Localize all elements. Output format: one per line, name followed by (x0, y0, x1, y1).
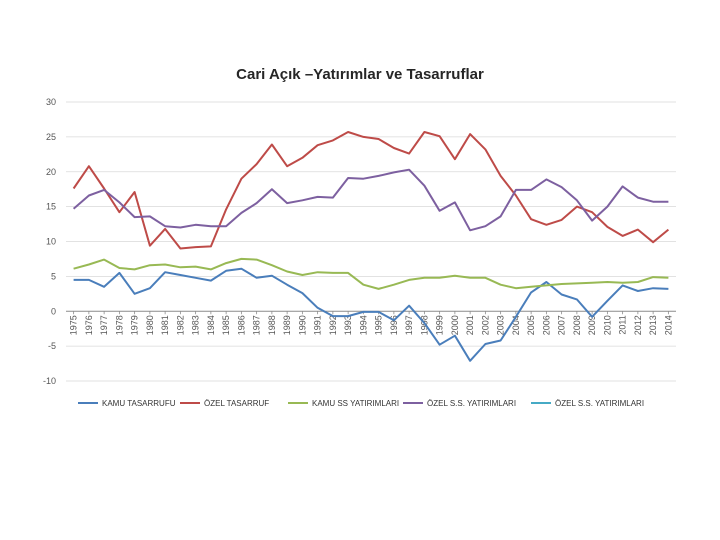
x-tick-label: 2001 (465, 315, 475, 335)
x-tick-label: 1990 (297, 315, 307, 335)
x-tick-label: 1993 (343, 315, 353, 335)
y-tick-label: 20 (46, 167, 56, 177)
x-tick-label: 2009 (587, 315, 597, 335)
y-tick-label: 5 (51, 271, 56, 281)
x-tick-label: 1983 (191, 315, 201, 335)
x-tick-label: 1999 (435, 315, 445, 335)
y-tick-label: 25 (46, 132, 56, 142)
chart-title: Cari Açık –Yatırımlar ve Tasarruflar (236, 66, 484, 83)
x-tick-label: 2008 (572, 315, 582, 335)
x-tick-label: 2004 (511, 315, 521, 335)
x-tick-label: 1997 (404, 315, 414, 335)
y-axis: 30 25 20 15 10 5 0 -5 -10 (43, 97, 56, 386)
x-tick-label: 1995 (374, 315, 384, 335)
x-tick-label: 2006 (541, 315, 551, 335)
x-tick-label: 2005 (526, 315, 536, 335)
legend: KAMU TASARRUFU ÖZEL TASARRUF KAMU SS YATIR… (78, 399, 644, 408)
series-line-2 (72, 131, 670, 250)
y-tick-label: -10 (43, 376, 56, 386)
x-tick-label: 1981 (160, 315, 170, 335)
x-tick-label: 1975 (69, 315, 79, 335)
x-tick-label: 1976 (84, 315, 94, 335)
x-tick-label: 1977 (99, 315, 109, 335)
series-line-4 (72, 168, 669, 232)
x-tick-label: 1986 (236, 315, 246, 335)
x-tick-label: 2014 (663, 315, 673, 335)
x-tick-label: 1979 (130, 315, 140, 335)
x-tick-label: 1994 (358, 315, 368, 335)
x-tick-label: 1978 (114, 315, 124, 335)
legend-label-4: ÖZEL S.S. YATIRIMLARI (427, 399, 516, 408)
x-tick-label: 1991 (313, 315, 323, 335)
legend-label-3: KAMU SS YATIRIMLARI (312, 399, 399, 408)
x-tick-label: 2003 (496, 315, 506, 335)
x-tick-label: 2012 (633, 315, 643, 335)
series-line-3 (73, 257, 669, 290)
y-tick-label: 15 (46, 202, 56, 212)
x-tick-label: 2011 (618, 315, 628, 334)
x-tick-label: 1985 (221, 315, 231, 335)
y-tick-label: 0 (51, 306, 56, 316)
x-tick-label: 2000 (450, 315, 460, 335)
x-tick-label: 2002 (480, 315, 490, 335)
x-tick-label: 2007 (557, 315, 567, 335)
series-lines (72, 131, 670, 362)
y-tick-label: -5 (48, 341, 56, 351)
legend-label-2: ÖZEL TASARRUF (204, 399, 269, 408)
x-tick-label: 1980 (145, 315, 155, 335)
legend-label-5: ÖZEL S.S. YATIRIMLARI (555, 399, 644, 408)
y-tick-label: 30 (46, 97, 56, 107)
x-tick-label: 1989 (282, 315, 292, 335)
x-tick-label: 2013 (648, 315, 658, 335)
x-tick-label: 1998 (419, 315, 429, 335)
x-tick-label: 2010 (602, 315, 612, 335)
y-tick-label: 10 (46, 237, 56, 247)
x-tick-label: 1984 (206, 315, 216, 335)
x-tick-label: 1987 (252, 315, 262, 335)
x-tick-label: 1988 (267, 315, 277, 335)
x-axis: 1975 1976 1977 1978 1979 1980 1981 1982 1983 1984… (69, 311, 673, 335)
grid-lines (66, 101, 676, 382)
series-line-1 (73, 267, 669, 362)
x-tick-label: 1982 (175, 315, 185, 335)
x-tick-label: 1996 (389, 315, 399, 335)
x-tick-label: 1992 (328, 315, 338, 335)
legend-label-1: KAMU TASARRUFU (102, 399, 176, 408)
